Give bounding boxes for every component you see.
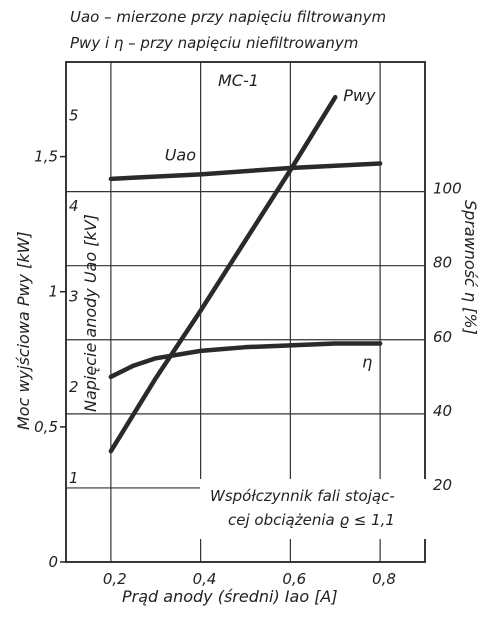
plot-frame — [60, 61, 426, 563]
header-line-1: Uao – mierzone przy napięciu filtrowanym — [70, 8, 386, 26]
model-label: MC-1 — [218, 71, 259, 90]
voltage-tick-label: 1 — [69, 469, 79, 487]
note-line-1: Współczynnik fali stojąc- — [210, 487, 395, 505]
power-tick-label: 1 — [48, 283, 58, 301]
header-line-2: Pwy i η – przy napięciu niefiltrowanym — [70, 34, 358, 52]
power-tick-label: 0 — [48, 553, 58, 571]
efficiency-tick-label: 100 — [433, 180, 462, 198]
efficiency-axis-title: Sprawność η [%] — [461, 200, 480, 335]
x-axis-title: Prąd anody (średni) Iao [A] — [122, 587, 338, 606]
series-line-3 — [108, 341, 383, 380]
power-tick-label: 1,5 — [34, 148, 58, 166]
x-tick-label: 0,8 — [372, 570, 396, 588]
x-tick-label: 0,6 — [282, 570, 306, 588]
series-lines — [108, 94, 383, 454]
tick-labels: 0,2 0,4 0,6 0,8 20 40 60 80 100 0 0,5 1 1,5 1 2 3 4 5 — [34, 106, 462, 588]
x-tick-label: 0,2 — [103, 570, 127, 588]
voltage-axis-title: Napięcie anody Uao [kV] — [81, 214, 100, 412]
voltage-tick-label: 3 — [69, 288, 79, 306]
x-tick-label: 0,4 — [193, 570, 217, 588]
power-axis-title: Moc wyjściowa Pwy [kW] — [14, 231, 33, 430]
series-labels: Pwy Uao η — [165, 86, 376, 371]
plot-border — [65, 61, 426, 563]
voltage-tick-label: 2 — [69, 378, 79, 396]
series-label-2: Uao — [165, 145, 197, 164]
series-line-1 — [108, 94, 338, 454]
efficiency-tick-label: 80 — [433, 254, 452, 272]
efficiency-tick-label: 60 — [433, 328, 452, 346]
series-label-3: η — [362, 352, 372, 371]
efficiency-tick-label: 40 — [433, 402, 452, 420]
note-box — [200, 479, 430, 539]
power-tick-label: 0,5 — [34, 418, 58, 436]
note-line-2: cej obciążenia ϱ ≤ 1,1 — [228, 511, 395, 529]
voltage-tick-label: 5 — [69, 106, 79, 124]
series-line-2 — [108, 161, 383, 182]
series-label-1: Pwy — [343, 86, 376, 105]
voltage-tick-label: 4 — [69, 197, 79, 215]
efficiency-tick-label: 20 — [433, 476, 452, 494]
